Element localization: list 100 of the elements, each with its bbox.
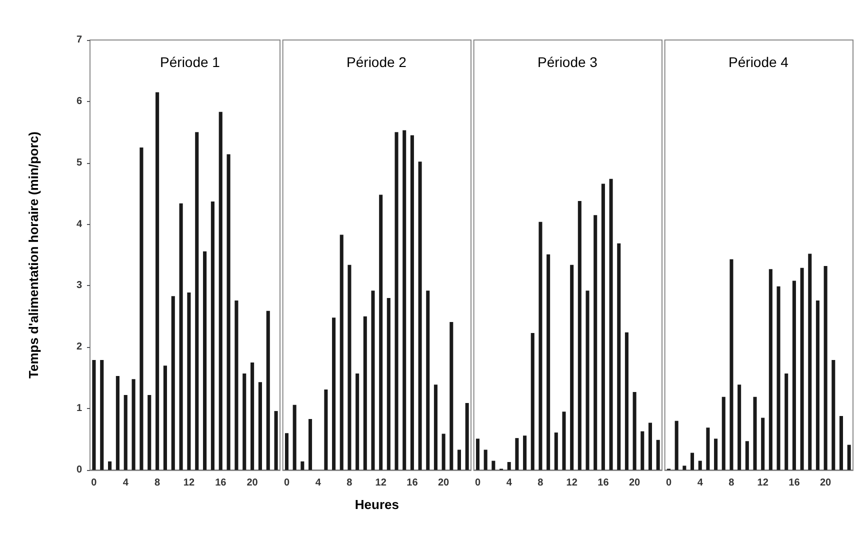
bar (210, 202, 214, 470)
x-tick-label: 20 (628, 478, 641, 488)
bar (714, 438, 718, 470)
bar (258, 382, 262, 470)
bar (538, 222, 542, 470)
bar (792, 280, 796, 470)
bar (108, 461, 112, 470)
bar (839, 416, 844, 470)
x-tick-label: 16 (406, 478, 418, 488)
bar (418, 162, 422, 470)
bar (465, 403, 469, 470)
bar (371, 290, 375, 470)
x-axis-title: Heures (354, 497, 399, 512)
x-tick-label: 12 (183, 478, 195, 488)
bar (426, 290, 430, 470)
x-tick-label: 8 (728, 478, 735, 488)
bar (682, 466, 686, 470)
bar (698, 460, 702, 470)
bar (601, 184, 605, 470)
x-tick-label: 12 (757, 478, 769, 488)
bar (250, 362, 254, 470)
bar (484, 450, 488, 470)
bar (203, 251, 207, 470)
bar (100, 360, 104, 470)
bar (640, 431, 644, 470)
bar (394, 132, 398, 470)
bar (632, 392, 636, 470)
bar (379, 194, 383, 470)
text: Période 1 (160, 54, 220, 70)
x-tick-label: 4 (315, 478, 322, 488)
bar (187, 292, 191, 470)
bar (402, 130, 406, 470)
bar (476, 438, 480, 470)
bar (530, 333, 534, 470)
bar (674, 420, 678, 470)
bar (140, 148, 144, 470)
bar (738, 384, 742, 470)
bar (562, 412, 566, 470)
x-tick-label: 4 (506, 478, 512, 488)
x-tick-label: 16 (788, 478, 800, 488)
x-tick-label: 20 (820, 478, 832, 488)
bar (594, 215, 598, 470)
text: Période 3 (538, 54, 598, 70)
bar (706, 428, 710, 470)
x-tick-label: 16 (598, 478, 610, 488)
bar (410, 135, 414, 470)
bar (226, 154, 230, 470)
bar (179, 203, 183, 470)
x-tick-label: 0 (474, 478, 481, 488)
bar (124, 395, 128, 470)
bar (92, 360, 96, 470)
x-tick-label: 12 (375, 478, 387, 488)
x-tick-label: 20 (246, 478, 258, 488)
bar (808, 254, 812, 470)
bar (274, 411, 278, 470)
bar (348, 264, 352, 470)
y-tick-label: 3 (76, 280, 82, 292)
y-tick-label: 0 (76, 464, 82, 476)
x-tick-label: 12 (566, 478, 578, 488)
y-tick-label: 5 (76, 157, 82, 168)
y-tick-label: 7 (76, 34, 82, 46)
bar (832, 360, 836, 470)
bar (730, 259, 734, 470)
bar (284, 433, 289, 470)
bar (656, 440, 660, 470)
y-axis-title: Temps d'alimentation horaire (min/porc) (26, 132, 41, 378)
bar (266, 310, 270, 470)
bar (171, 296, 175, 470)
bar (492, 460, 496, 470)
bar (163, 366, 167, 470)
bar (242, 374, 246, 470)
x-tick-label: 20 (438, 478, 450, 488)
bar (116, 376, 120, 470)
bar (356, 374, 360, 470)
bar (300, 461, 304, 470)
bar (515, 438, 519, 470)
bar (156, 92, 160, 470)
bar (609, 178, 613, 470)
bar (617, 243, 621, 470)
bar (450, 322, 454, 470)
y-tick-label: 4 (76, 218, 82, 230)
bar (768, 269, 772, 470)
bar (308, 419, 312, 470)
bar (363, 316, 367, 470)
bar (324, 390, 328, 470)
bar (753, 396, 757, 470)
x-tick-label: 0 (666, 478, 672, 488)
bar (648, 422, 652, 470)
bar (340, 234, 344, 470)
x-tick-label: 8 (154, 478, 161, 488)
x-tick-label: 8 (538, 478, 544, 488)
y-tick-label: 6 (76, 96, 82, 107)
bar (218, 112, 222, 470)
bar (578, 200, 582, 470)
bar (847, 444, 851, 470)
bar (761, 418, 765, 470)
text: Période 4 (728, 54, 789, 70)
bar (195, 132, 199, 470)
bar (690, 452, 694, 470)
bar (624, 332, 628, 470)
